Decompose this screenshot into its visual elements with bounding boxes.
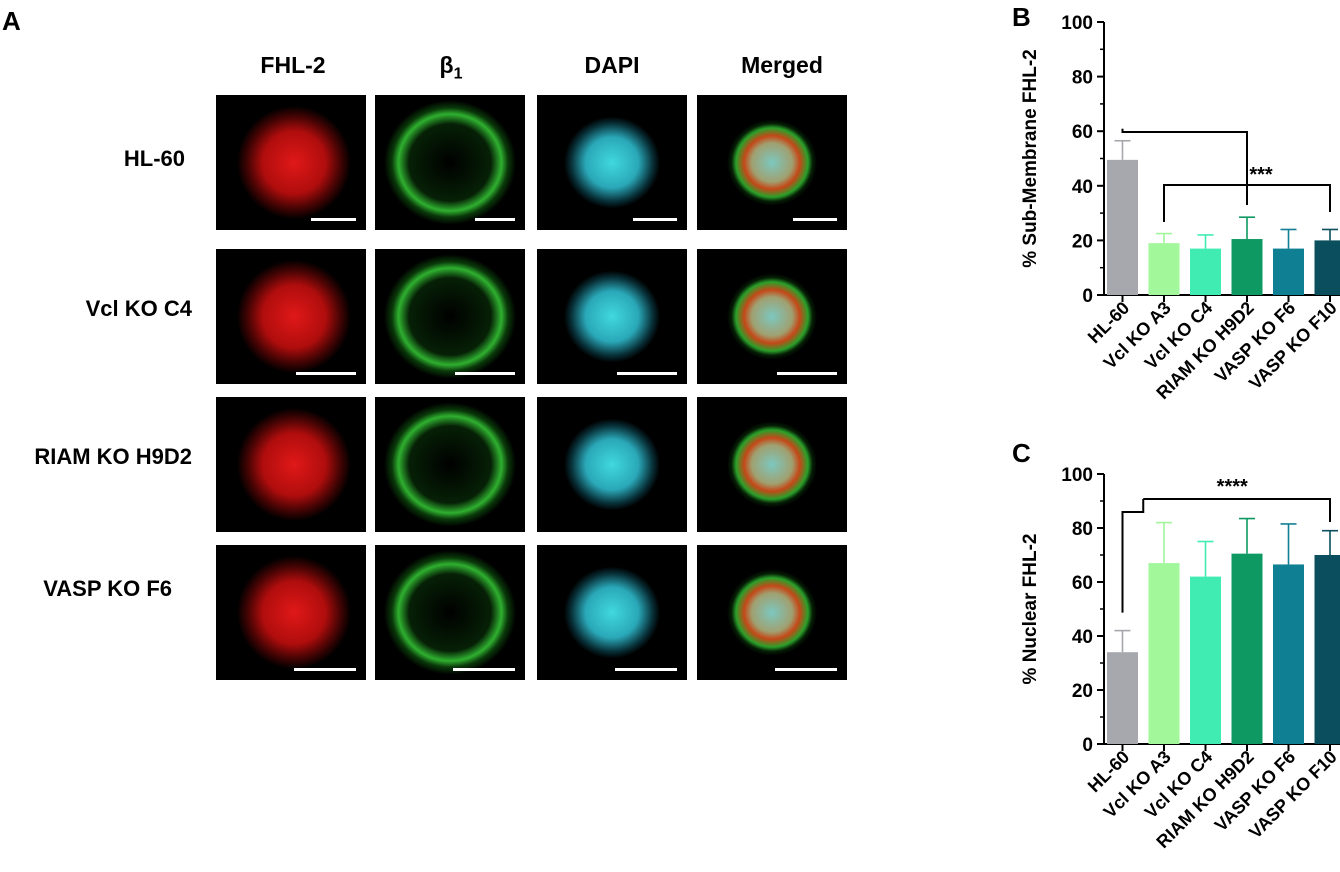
- y-axis-label: % Sub-Membrane FHL-2: [1020, 49, 1041, 268]
- image-hl60-beta1: [375, 95, 525, 230]
- scale-bar: [777, 372, 837, 375]
- scale-bar: [793, 218, 837, 221]
- scale-bar: [775, 668, 837, 671]
- cell-signal: [216, 95, 366, 230]
- scale-bar: [453, 668, 515, 671]
- image-hl60-merged: [697, 95, 847, 230]
- row-label-riam-ko-h9d2: RIAM KO H9D2: [34, 444, 192, 469]
- y-axis-label: % Nuclear FHL-2: [1020, 534, 1041, 685]
- y-tick-label: 0: [1082, 286, 1093, 307]
- bar-1: [1148, 563, 1180, 744]
- row-label-vasp-ko-f6: VASP KO F6: [43, 576, 172, 601]
- scale-bar: [311, 218, 356, 221]
- cell-signal: [216, 397, 366, 532]
- column-header-beta1: β1: [376, 52, 526, 84]
- y-tick-label: 60: [1072, 122, 1093, 143]
- column-header-fhl2: FHL-2: [260, 52, 326, 78]
- scale-bar: [296, 372, 356, 375]
- image-vasp-ko-f6-dapi: [537, 545, 687, 680]
- scale-bar: [617, 372, 677, 375]
- cell-signal: [537, 397, 687, 532]
- significance-bracket-lower: [1163, 184, 1331, 222]
- significance-label: ***: [1249, 164, 1273, 186]
- scale-bar: [615, 668, 677, 671]
- scale-bar: [455, 372, 515, 375]
- bar-3: [1231, 553, 1263, 744]
- image-riam-ko-h9d2-merged: [697, 397, 847, 532]
- cell-signal: [697, 95, 847, 230]
- row-label-hl60: HL-60: [123, 146, 185, 171]
- significance-bracket-upper: [1121, 128, 1248, 205]
- image-riam-ko-h9d2-beta1: [375, 397, 525, 532]
- scale-bar: [475, 218, 515, 221]
- cell-signal: [697, 249, 847, 384]
- image-vcl-ko-c4-merged: [697, 249, 847, 384]
- panel-letter: C: [1012, 438, 1031, 468]
- bar-0: [1107, 652, 1138, 744]
- y-tick-label: 20: [1072, 231, 1093, 252]
- y-tick-label: 0: [1082, 735, 1093, 756]
- image-vcl-ko-c4-dapi: [537, 249, 687, 384]
- scale-bar: [633, 218, 677, 221]
- image-riam-ko-h9d2-dapi: [537, 397, 687, 532]
- row-label-vcl-ko-c4: Vcl KO C4: [85, 296, 192, 321]
- cell-signal: [375, 397, 525, 532]
- significance-bracket-stem: [1121, 499, 1145, 613]
- image-riam-ko-h9d2-fhl2: [216, 397, 366, 532]
- cell-signal: [375, 545, 525, 680]
- image-hl60-dapi: [537, 95, 687, 230]
- y-tick-label: 100: [1061, 13, 1093, 34]
- bar-4: [1273, 564, 1304, 744]
- y-tick-label: 60: [1072, 573, 1093, 594]
- cell-signal: [537, 249, 687, 384]
- image-vasp-ko-f6-merged: [697, 545, 847, 680]
- image-vasp-ko-f6-beta1: [375, 545, 525, 680]
- image-vcl-ko-c4-fhl2: [216, 249, 366, 384]
- cell-signal: [537, 95, 687, 230]
- bar-0: [1107, 159, 1138, 295]
- bar-2: [1190, 248, 1221, 295]
- beta-subscript: 1: [453, 65, 463, 83]
- bar-5: [1314, 240, 1340, 295]
- cell-signal: [216, 545, 366, 680]
- bar-1: [1148, 243, 1180, 295]
- cell-signal: [537, 545, 687, 680]
- y-tick-label: 20: [1072, 681, 1093, 702]
- cell-signal: [697, 397, 847, 532]
- y-tick-label: 100: [1061, 465, 1093, 486]
- image-vasp-ko-f6-fhl2: [216, 545, 366, 680]
- column-header-merged: Merged: [741, 52, 823, 78]
- column-header-dapi: DAPI: [584, 52, 640, 78]
- panel-letter: B: [1012, 2, 1031, 32]
- y-tick-label: 40: [1072, 627, 1093, 648]
- bar-3: [1231, 239, 1263, 295]
- y-tick-label: 80: [1072, 68, 1093, 89]
- bar-5: [1314, 555, 1340, 744]
- significance-bracket: [1143, 498, 1331, 522]
- cell-signal: [216, 249, 366, 384]
- bar-4: [1273, 248, 1304, 295]
- image-hl60-fhl2: [216, 95, 366, 230]
- cell-signal: [375, 249, 525, 384]
- beta-symbol: β: [439, 52, 454, 78]
- significance-label: ****: [1217, 476, 1248, 498]
- panel-a-letter: A: [2, 6, 21, 36]
- cell-signal: [697, 545, 847, 680]
- cell-signal: [375, 95, 525, 230]
- y-tick-label: 40: [1072, 177, 1093, 198]
- image-vcl-ko-c4-beta1: [375, 249, 525, 384]
- y-tick-label: 80: [1072, 519, 1093, 540]
- scale-bar: [294, 668, 356, 671]
- bar-2: [1190, 576, 1221, 744]
